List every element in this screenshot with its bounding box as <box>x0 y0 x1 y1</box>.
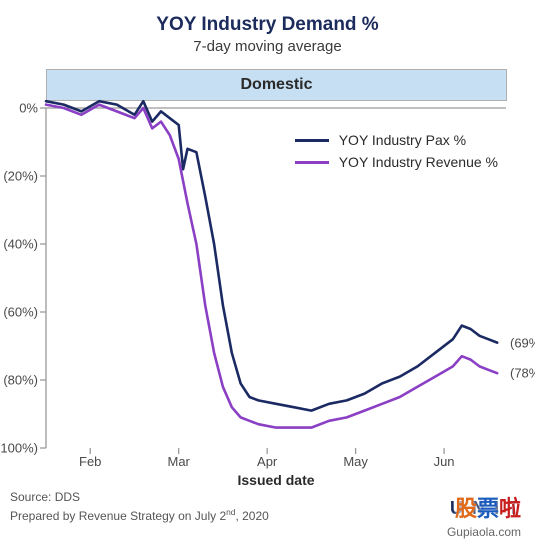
y-tick-label: (20%) <box>3 169 38 184</box>
y-tick-label: (40%) <box>3 237 38 252</box>
series-end-label: (78%) <box>510 366 535 381</box>
x-tick-label: Feb <box>79 454 101 469</box>
prepared-label: Prepared by Revenue Strategy on July 2nd… <box>10 506 269 525</box>
container: YOY Industry Demand % 7-day moving avera… <box>0 0 535 541</box>
y-tick-label: (60%) <box>3 305 38 320</box>
x-axis-label: Issued date <box>237 472 314 488</box>
legend-item: YOY Industry Pax % <box>295 132 498 148</box>
y-tick-label: (80%) <box>3 373 38 388</box>
legend-swatch <box>295 161 329 164</box>
series-end-label: (69%) <box>510 335 535 350</box>
x-tick-label: Jun <box>434 454 455 469</box>
chart-legend: YOY Industry Pax % YOY Industry Revenue % <box>295 132 498 176</box>
chart-area: 0%(20%)(40%)(60%)(80%)(100%) FebMarAprMa… <box>46 108 506 448</box>
source-label: Source: DDS <box>10 488 269 506</box>
chart-subtitle: 7-day moving average <box>0 38 535 55</box>
legend-label: YOY Industry Revenue % <box>339 154 498 170</box>
x-tick-label: May <box>343 454 368 469</box>
y-tick-label: (100%) <box>0 441 38 456</box>
watermark-url: Gupiaola.com <box>447 525 521 539</box>
panel-header: Domestic <box>46 69 507 101</box>
chart-title: YOY Industry Demand % <box>0 0 535 36</box>
legend-item: YOY Industry Revenue % <box>295 154 498 170</box>
x-tick-label: Mar <box>167 454 189 469</box>
watermark-text: 股票啦 <box>455 491 521 523</box>
chart-footer: Source: DDS Prepared by Revenue Strategy… <box>10 488 269 525</box>
y-tick-label: 0% <box>19 101 38 116</box>
x-tick-label: Apr <box>257 454 277 469</box>
legend-label: YOY Industry Pax % <box>339 132 466 148</box>
legend-swatch <box>295 139 329 142</box>
